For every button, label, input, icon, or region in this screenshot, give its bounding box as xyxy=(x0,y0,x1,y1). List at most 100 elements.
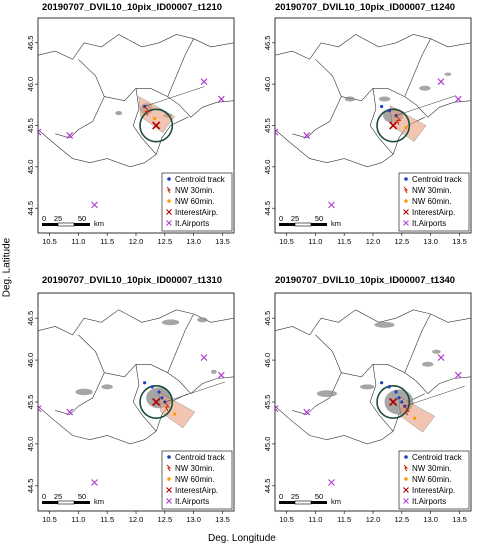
centroid-point xyxy=(380,381,384,385)
x-tick-label: 12.5 xyxy=(395,237,410,246)
region-border xyxy=(315,38,431,102)
map-panel-1: 10.5 11.0 11.5 12.0 12.5 13.0 13.5 44.5 45.0 45.5… xyxy=(26,17,235,246)
y-tick-label: 45.0 xyxy=(263,160,272,175)
nw60-marker xyxy=(404,125,408,130)
scalebar-label: 25 xyxy=(54,214,62,223)
y-tick-label: 46.5 xyxy=(26,311,35,326)
airport-marker xyxy=(328,479,335,486)
nw60-marker xyxy=(173,412,177,416)
scalebar-segment xyxy=(279,501,295,504)
y-tick-label: 46.0 xyxy=(26,353,35,368)
storm-cell xyxy=(161,319,180,326)
legend-label: It.Airports xyxy=(175,219,209,228)
y-tick-label: 45.5 xyxy=(26,118,35,133)
legend-symbol-x xyxy=(166,487,172,493)
legend-symbol-nw60 xyxy=(404,199,408,203)
legend-symbol-x xyxy=(166,220,172,226)
region-border xyxy=(167,96,234,118)
airport-radius-circle xyxy=(376,385,411,419)
region-border xyxy=(38,309,234,336)
plot-area xyxy=(38,309,234,486)
region-border xyxy=(155,116,189,155)
panel-title-1: 20190707_DVIL10_10pix_ID00007_t1210 xyxy=(41,2,223,13)
y-tick-label: 45.5 xyxy=(26,395,35,410)
airport-radius-circle xyxy=(139,108,174,143)
scalebar-label: 0 xyxy=(42,214,46,223)
legend-label: NW 30min. xyxy=(175,464,215,473)
legend-label: InterestAirp. xyxy=(175,486,218,495)
region-border xyxy=(132,88,157,155)
legend-label: InterestAirp. xyxy=(412,486,455,495)
centroid-point xyxy=(157,390,161,394)
region-border xyxy=(369,364,394,432)
interest-airport-marker xyxy=(152,121,161,130)
x-tick-label: 13.5 xyxy=(215,237,230,246)
legend-label: InterestAirp. xyxy=(412,208,455,217)
legend-label: It.Airports xyxy=(175,497,209,506)
region-border xyxy=(78,38,194,102)
region-border xyxy=(167,372,234,395)
x-tick-label: 10.5 xyxy=(279,515,294,524)
centroid-point xyxy=(394,390,398,394)
legend-label: NW 60min. xyxy=(412,475,452,484)
airport-marker xyxy=(303,408,311,416)
region-border xyxy=(38,405,157,445)
legend-label: InterestAirp. xyxy=(175,208,218,217)
airport-marker xyxy=(217,95,225,103)
centroid-point xyxy=(143,381,147,385)
airport-marker xyxy=(454,371,462,379)
panel-title-3: 20190707_DVIL10_10pix_ID00007_t1310 xyxy=(41,275,223,286)
x-tick-label: 11.0 xyxy=(71,237,85,246)
storm-cell xyxy=(75,388,93,396)
scalebar-label: 0 xyxy=(279,492,283,501)
nw30-marker xyxy=(395,115,402,125)
scalebar-label: 50 xyxy=(78,214,86,223)
region-border xyxy=(275,129,394,168)
y-tick-label: 45.0 xyxy=(26,160,35,175)
scalebar-segment xyxy=(311,501,327,504)
centroid-point xyxy=(380,104,384,109)
map-panel-2: 10.5 11.0 11.5 12.0 12.5 13.0 13.5 44.5 45.0 45.5… xyxy=(263,17,472,246)
storm-cell xyxy=(419,85,431,91)
x-tick-label: 11.0 xyxy=(71,515,85,524)
storm-cell xyxy=(197,317,208,323)
legend-symbol-nw30 xyxy=(403,186,409,194)
y-tick-label: 44.5 xyxy=(26,201,35,216)
x-tick-label: 11.5 xyxy=(337,237,351,246)
x-tick-label: 10.5 xyxy=(279,237,294,246)
x-tick-label: 13.0 xyxy=(186,237,201,246)
x-tick-label: 10.5 xyxy=(42,237,57,246)
legend-label: Centroid track xyxy=(175,453,226,462)
airport-marker xyxy=(66,408,74,416)
nw60-marker xyxy=(153,116,157,121)
storm-cell xyxy=(101,384,113,390)
scalebar-unit: km xyxy=(94,497,104,506)
plot-area xyxy=(275,309,471,486)
y-tick-label: 46.0 xyxy=(26,77,35,92)
centroid-point xyxy=(160,396,164,400)
nw30-marker xyxy=(164,401,170,412)
x-tick-label: 11.5 xyxy=(100,515,114,524)
storm-cell xyxy=(444,72,452,76)
scalebar-segment xyxy=(42,501,58,504)
airport-marker xyxy=(217,371,225,379)
airport-marker xyxy=(66,131,74,139)
storm-cell xyxy=(432,349,441,354)
x-tick-label: 11.5 xyxy=(100,237,114,246)
x-tick-label: 13.0 xyxy=(423,515,438,524)
airport-marker xyxy=(91,479,98,486)
x-tick-label: 12.5 xyxy=(158,237,173,246)
interest-airport-marker xyxy=(152,397,161,407)
airport-marker xyxy=(200,78,208,86)
scalebar-segment xyxy=(311,223,327,226)
nowcast-ray xyxy=(395,95,457,116)
x-tick-label: 11.0 xyxy=(308,237,322,246)
airport-radius-circle xyxy=(139,385,174,419)
interest-airport-marker xyxy=(389,121,398,130)
region-border xyxy=(78,313,194,378)
storm-cell xyxy=(344,96,356,102)
legend-symbol-x xyxy=(403,209,409,215)
storm-cell xyxy=(115,111,123,116)
legend-label: Centroid track xyxy=(412,453,463,462)
